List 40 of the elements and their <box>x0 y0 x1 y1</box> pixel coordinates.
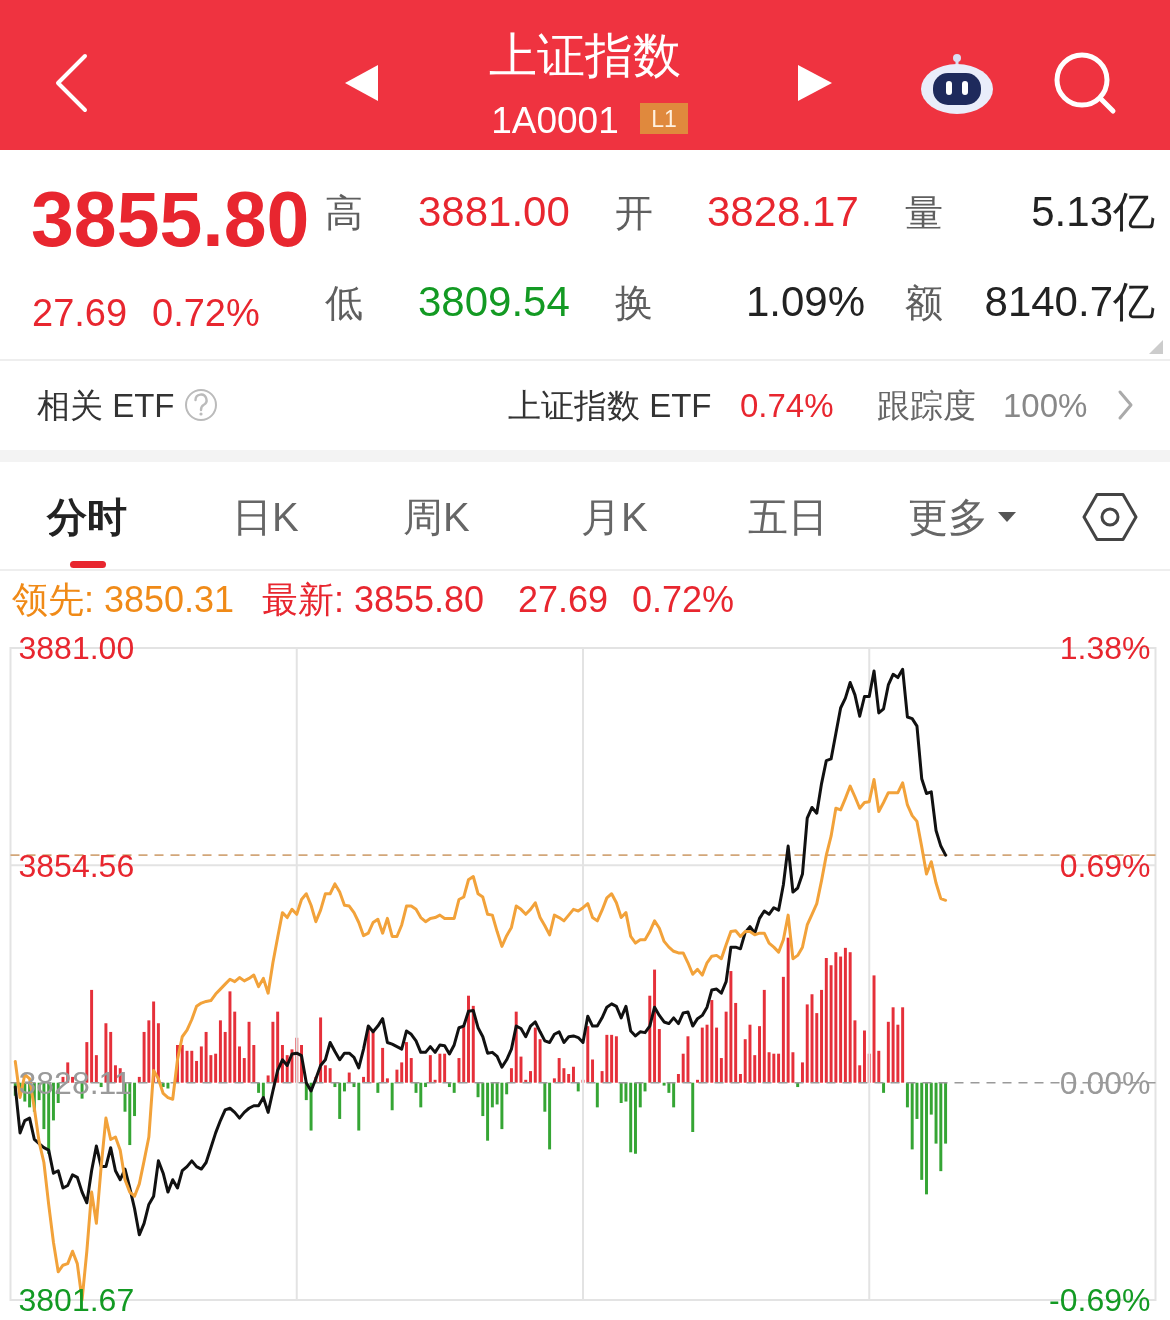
text: 上证指数 <box>489 29 681 82</box>
text: 更多 <box>908 495 988 539</box>
y2-tick-label: 1.38% <box>1059 630 1151 667</box>
y-tick-label: 3801.67 <box>18 1282 135 1319</box>
text: 3855.80 <box>31 176 310 262</box>
text: 3828.17 <box>707 188 859 235</box>
text: 低 <box>325 282 363 324</box>
y2-tick-label: -0.69% <box>1049 1282 1151 1319</box>
text: 0.74% <box>740 387 834 424</box>
text: 量 <box>905 192 943 234</box>
text: 100% <box>1003 387 1088 424</box>
text: 27.69 <box>32 292 128 334</box>
text: 分时 <box>46 495 127 539</box>
text: 换 <box>615 282 653 324</box>
text: 领先: 3850.31 <box>12 579 235 620</box>
text: 1.09% <box>745 278 865 325</box>
text: 0.72% <box>152 292 260 334</box>
text: 高 <box>325 192 363 234</box>
text: 五日 <box>748 495 828 539</box>
text: 3809.54 <box>418 278 570 325</box>
y2-tick-label: 0.69% <box>1059 847 1151 884</box>
text: 27.69 <box>518 579 609 620</box>
text: L1 <box>651 106 677 132</box>
text: 0.72% <box>632 579 735 620</box>
text: 周K <box>403 495 470 539</box>
y2-tick-label: 0.00% <box>1059 1064 1151 1101</box>
text: 月K <box>581 495 648 539</box>
text: 最新: 3855.80 <box>262 579 485 620</box>
y-tick-label: 3881.00 <box>18 630 135 667</box>
text: 日K <box>232 495 299 539</box>
text: 1A0001 <box>491 100 619 141</box>
text: 8140.7亿 <box>984 278 1155 325</box>
y-tick-label: 3854.56 <box>18 847 135 884</box>
text: 相关 ETF <box>37 387 175 424</box>
text: 上证指数 ETF <box>508 387 712 424</box>
text: 5.13亿 <box>1031 188 1155 235</box>
text: 跟踪度 <box>877 387 976 424</box>
text: 开 <box>615 192 653 234</box>
text: 额 <box>905 282 943 324</box>
text: 3881.00 <box>418 188 570 235</box>
